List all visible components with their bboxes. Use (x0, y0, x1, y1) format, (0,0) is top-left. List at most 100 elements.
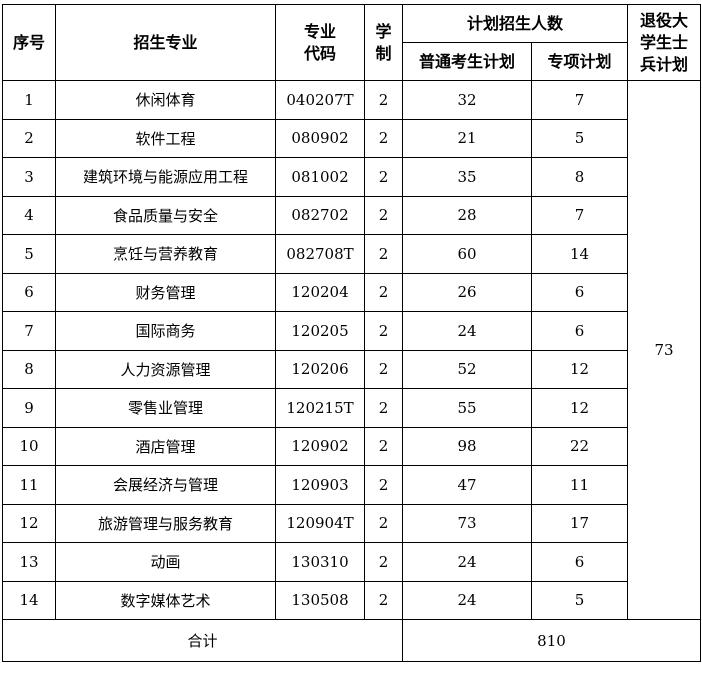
cell-years: 2 (364, 234, 403, 274)
cell-no: 4 (2, 195, 56, 235)
cell-years: 2 (364, 349, 403, 389)
header-special: 专项计划 (531, 42, 628, 81)
table-row: 5 烹饪与营养教育 082708T 2 60 14 (2, 234, 701, 274)
cell-years: 2 (364, 503, 403, 543)
cell-code: 120205 (275, 311, 365, 351)
cell-special: 14 (531, 234, 628, 274)
cell-general: 24 (402, 542, 532, 582)
cell-years: 2 (364, 118, 403, 158)
cell-years: 2 (364, 542, 403, 582)
cell-years: 2 (364, 388, 403, 428)
header-veteran-line3: 兵计划 (639, 54, 688, 74)
table-row: 7 国际商务 120205 2 24 6 (2, 311, 701, 351)
cell-no: 14 (2, 580, 56, 620)
cell-special: 12 (531, 349, 628, 389)
cell-major: 国际商务 (55, 311, 276, 351)
cell-major: 零售业管理 (55, 388, 276, 428)
cell-years: 2 (364, 426, 403, 466)
cell-special: 8 (531, 157, 628, 197)
cell-major: 数字媒体艺术 (55, 580, 276, 620)
cell-no: 2 (2, 118, 56, 158)
total-row: 合计 810 (2, 619, 701, 662)
header-code-line1: 专业 (303, 21, 336, 41)
cell-no: 11 (2, 465, 56, 505)
cell-general: 21 (402, 118, 532, 158)
cell-no: 10 (2, 426, 56, 466)
cell-special: 7 (531, 80, 628, 120)
cell-code: 081002 (275, 157, 365, 197)
header-code: 专业 代码 (275, 4, 365, 81)
total-value: 810 (402, 619, 701, 662)
cell-special: 22 (531, 426, 628, 466)
cell-major: 休闲体育 (55, 80, 276, 120)
cell-major: 软件工程 (55, 118, 276, 158)
header-veteran-line2: 学生士 (639, 32, 688, 52)
cell-general: 24 (402, 311, 532, 351)
cell-major: 会展经济与管理 (55, 465, 276, 505)
cell-code: 120215T (275, 388, 365, 428)
cell-no: 1 (2, 80, 56, 120)
table-row: 12 旅游管理与服务教育 120904T 2 73 17 (2, 503, 701, 543)
cell-veteran-total: 73 (627, 80, 701, 620)
cell-years: 2 (364, 465, 403, 505)
cell-no: 12 (2, 503, 56, 543)
cell-no: 3 (2, 157, 56, 197)
cell-years: 2 (364, 195, 403, 235)
cell-no: 8 (2, 349, 56, 389)
cell-general: 24 (402, 580, 532, 620)
header-index: 序号 (2, 4, 56, 81)
header-years-line1: 学 (375, 21, 392, 41)
cell-major: 旅游管理与服务教育 (55, 503, 276, 543)
cell-general: 55 (402, 388, 532, 428)
header-code-line2: 代码 (303, 43, 336, 63)
cell-code: 130508 (275, 580, 365, 620)
cell-code: 082708T (275, 234, 365, 274)
cell-general: 52 (402, 349, 532, 389)
cell-general: 73 (402, 503, 532, 543)
cell-years: 2 (364, 272, 403, 312)
table-row: 1 休闲体育 040207T 2 32 7 73 (2, 80, 701, 620)
header-general: 普通考生计划 (402, 42, 532, 81)
cell-general: 98 (402, 426, 532, 466)
cell-special: 5 (531, 118, 628, 158)
cell-years: 2 (364, 311, 403, 351)
cell-special: 12 (531, 388, 628, 428)
cell-general: 26 (402, 272, 532, 312)
cell-no: 5 (2, 234, 56, 274)
cell-no: 6 (2, 272, 56, 312)
cell-special: 6 (531, 542, 628, 582)
cell-major: 酒店管理 (55, 426, 276, 466)
cell-general: 60 (402, 234, 532, 274)
cell-code: 120902 (275, 426, 365, 466)
table-row: 9 零售业管理 120215T 2 55 12 (2, 388, 701, 428)
header-years-line2: 制 (375, 43, 392, 63)
table-row: 8 人力资源管理 120206 2 52 12 (2, 349, 701, 389)
cell-code: 120903 (275, 465, 365, 505)
enrollment-plan-table: 序号 招生专业 专业 代码 学制 计划招生人数 退役大 学生士 兵计划 普通考生计划 … (2, 4, 701, 662)
cell-major: 人力资源管理 (55, 349, 276, 389)
cell-code: 040207T (275, 80, 365, 120)
cell-code: 130310 (275, 542, 365, 582)
table-row: 2 软件工程 080902 2 21 5 (2, 118, 701, 158)
header-years: 学制 (364, 4, 403, 81)
cell-code: 120904T (275, 503, 365, 543)
cell-years: 2 (364, 580, 403, 620)
cell-special: 6 (531, 272, 628, 312)
header-major: 招生专业 (55, 4, 276, 81)
header-veteran-line1: 退役大 (639, 10, 688, 30)
cell-general: 35 (402, 157, 532, 197)
cell-general: 47 (402, 465, 532, 505)
cell-code: 120204 (275, 272, 365, 312)
table-row: 4 食品质量与安全 082702 2 28 7 (2, 195, 701, 235)
cell-code: 080902 (275, 118, 365, 158)
total-label: 合计 (2, 619, 403, 662)
cell-special: 7 (531, 195, 628, 235)
cell-major: 动画 (55, 542, 276, 582)
table-row: 10 酒店管理 120902 2 98 22 (2, 426, 701, 466)
cell-general: 32 (402, 80, 532, 120)
cell-no: 13 (2, 542, 56, 582)
cell-years: 2 (364, 80, 403, 120)
cell-no: 9 (2, 388, 56, 428)
table-row: 14 数字媒体艺术 130508 2 24 5 (2, 580, 701, 620)
cell-special: 11 (531, 465, 628, 505)
